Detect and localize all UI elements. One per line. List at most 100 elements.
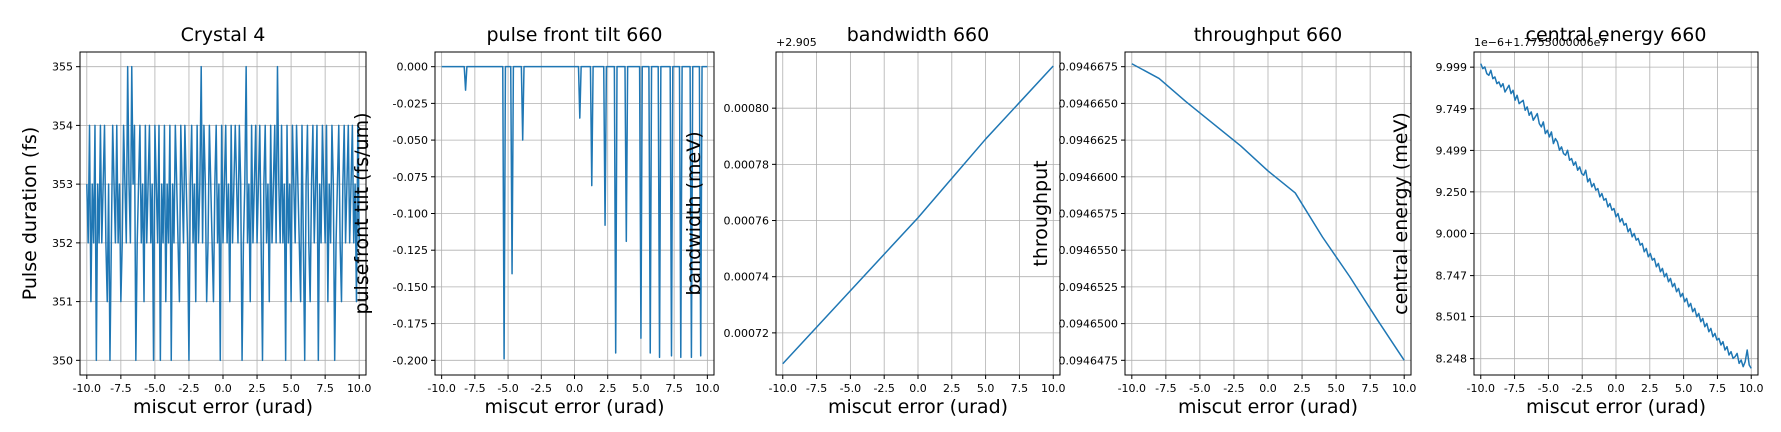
x-tick-label: -10.0: [1467, 382, 1495, 395]
x-tick-label: 2.5: [599, 382, 617, 395]
y-tick-label: 351: [52, 296, 73, 309]
x-tick-label: -7.5: [1504, 382, 1525, 395]
y-tick-label: 0.0946525: [1059, 281, 1119, 294]
x-tick-label: -7.5: [806, 382, 827, 395]
y-tick-label: 0.0946475: [1059, 354, 1119, 367]
x-tick-label: -10.0: [769, 382, 797, 395]
y-tick-label: 352: [52, 237, 73, 250]
x-tick-label: 0.0: [1259, 382, 1277, 395]
x-tick-label: 5.0: [282, 382, 300, 395]
y-tick-label: -0.025: [393, 97, 428, 110]
x-tick-label: -2.5: [1571, 382, 1592, 395]
y-tick-label: 0.0946625: [1059, 134, 1119, 147]
y-tick-label: 9.000: [1436, 227, 1468, 240]
series-line: [1131, 63, 1405, 361]
x-tick-label: -7.5: [110, 382, 131, 395]
y-tick-label: 0.00080: [724, 102, 770, 115]
x-tick-label: 10.0: [695, 382, 720, 395]
subplot-1: -10.0 -7.5 -5.0 -2.5 0.0 2.5 5.0 7.5 10.0 350 351 3…: [19, 24, 371, 418]
x-tick-label: 0.0: [214, 382, 232, 395]
x-tick-label: -2.5: [1223, 382, 1244, 395]
x-tick-label: 10.0: [1739, 382, 1764, 395]
y-tick-label: -0.075: [393, 171, 428, 184]
y-tick-label: 0.00076: [724, 215, 770, 228]
x-tick-label: 5.0: [1675, 382, 1693, 395]
y-tick-label: 9.999: [1436, 61, 1468, 74]
y-tick-label: 8.248: [1436, 353, 1468, 366]
y-tick-label: -0.050: [393, 134, 428, 147]
y-tick-label: 355: [52, 61, 73, 74]
x-tick-label: -5.0: [840, 382, 861, 395]
x-axis-label: miscut error (urad): [133, 396, 313, 418]
y-tick-label: 0.00072: [724, 327, 770, 340]
series-line: [441, 65, 708, 360]
x-tick-label: -5.0: [497, 382, 518, 395]
y-tick-label: 353: [52, 178, 73, 191]
y-tick-label: 0.0946500: [1059, 318, 1119, 331]
x-tick-label: 10.0: [347, 382, 372, 395]
y-tick-label: -0.100: [393, 208, 428, 221]
x-tick-label: 0.0: [1607, 382, 1625, 395]
x-tick-label: -10.0: [73, 382, 101, 395]
y-tick-label: 9.499: [1436, 144, 1468, 157]
y-tick-label: 8.501: [1436, 311, 1468, 324]
x-tick-label: 7.5: [665, 382, 683, 395]
x-axis-label: miscut error (urad): [1526, 396, 1706, 418]
x-axis-label: miscut error (urad): [484, 396, 664, 418]
y-axis-label: bandwidth (meV): [683, 131, 705, 295]
subplot-2: -10.0 -7.5 -5.0 -2.5 0.0 2.5 5.0 7.5 10.0 0.000 -0…: [351, 24, 720, 418]
x-tick-label: -2.5: [531, 382, 552, 395]
x-tick-label: -5.0: [144, 382, 165, 395]
axis-offset-text: 1e−6+1.7755000006e7: [1474, 36, 1607, 49]
x-tick-label: -7.5: [464, 382, 485, 395]
x-tick-label: -5.0: [1189, 382, 1210, 395]
x-tick-label: 10.0: [1041, 382, 1066, 395]
y-tick-label: 0.0946550: [1059, 244, 1119, 257]
y-tick-label: 9.250: [1436, 186, 1468, 199]
x-tick-label: -10.0: [1118, 382, 1146, 395]
y-tick-label: 0.00078: [724, 158, 770, 171]
y-tick-label: 8.747: [1436, 270, 1468, 283]
y-tick-label: -0.125: [393, 244, 428, 257]
series-line: [86, 65, 360, 362]
y-axis-label: Pulse duration (fs): [19, 127, 41, 300]
y-tick-label: 354: [52, 119, 73, 132]
x-tick-label: 2.5: [1293, 382, 1311, 395]
x-tick-label: -10.0: [427, 382, 455, 395]
y-tick-label: 350: [52, 354, 73, 367]
series-line: [782, 65, 1054, 365]
x-tick-label: 0.0: [909, 382, 927, 395]
x-tick-label: -5.0: [1538, 382, 1559, 395]
y-tick-label: -0.200: [393, 354, 428, 367]
x-tick-label: 0.0: [566, 382, 584, 395]
axis-offset-text: +2.905: [776, 36, 817, 49]
x-tick-label: 10.0: [1392, 382, 1417, 395]
y-tick-label: 9.749: [1436, 103, 1468, 116]
y-tick-label: 0.0946675: [1059, 61, 1119, 74]
x-tick-label: 2.5: [943, 382, 961, 395]
x-axis-label: miscut error (urad): [828, 396, 1008, 418]
x-tick-label: 2.5: [248, 382, 266, 395]
subplot-4: -10.0 -7.5 -5.0 -2.5 0.0 2.5 5.0 7.5 10.0 0.09464…: [1030, 24, 1416, 418]
chart-title: pulse front tilt 660: [486, 24, 662, 46]
x-axis-label: miscut error (urad): [1178, 396, 1358, 418]
chart-title: throughput 660: [1194, 24, 1343, 46]
x-tick-label: 2.5: [1641, 382, 1659, 395]
chart-title: central energy 660: [1526, 24, 1707, 46]
series-line: [1480, 63, 1752, 369]
x-tick-label: -7.5: [1155, 382, 1176, 395]
x-tick-label: -2.5: [873, 382, 894, 395]
y-axis-label: pulsefront tilt (fs/um): [351, 112, 373, 314]
x-tick-label: 7.5: [1011, 382, 1029, 395]
y-tick-label: -0.175: [393, 318, 428, 331]
x-tick-label: -2.5: [178, 382, 199, 395]
chart-title: bandwidth 660: [847, 24, 989, 46]
y-tick-label: 0.00074: [724, 271, 770, 284]
x-tick-label: 7.5: [1361, 382, 1379, 395]
y-tick-label: 0.0946600: [1059, 171, 1119, 184]
y-tick-label: -0.150: [393, 281, 428, 294]
x-tick-label: 7.5: [316, 382, 334, 395]
x-tick-label: 7.5: [1709, 382, 1727, 395]
y-axis-label: throughput: [1030, 160, 1052, 266]
